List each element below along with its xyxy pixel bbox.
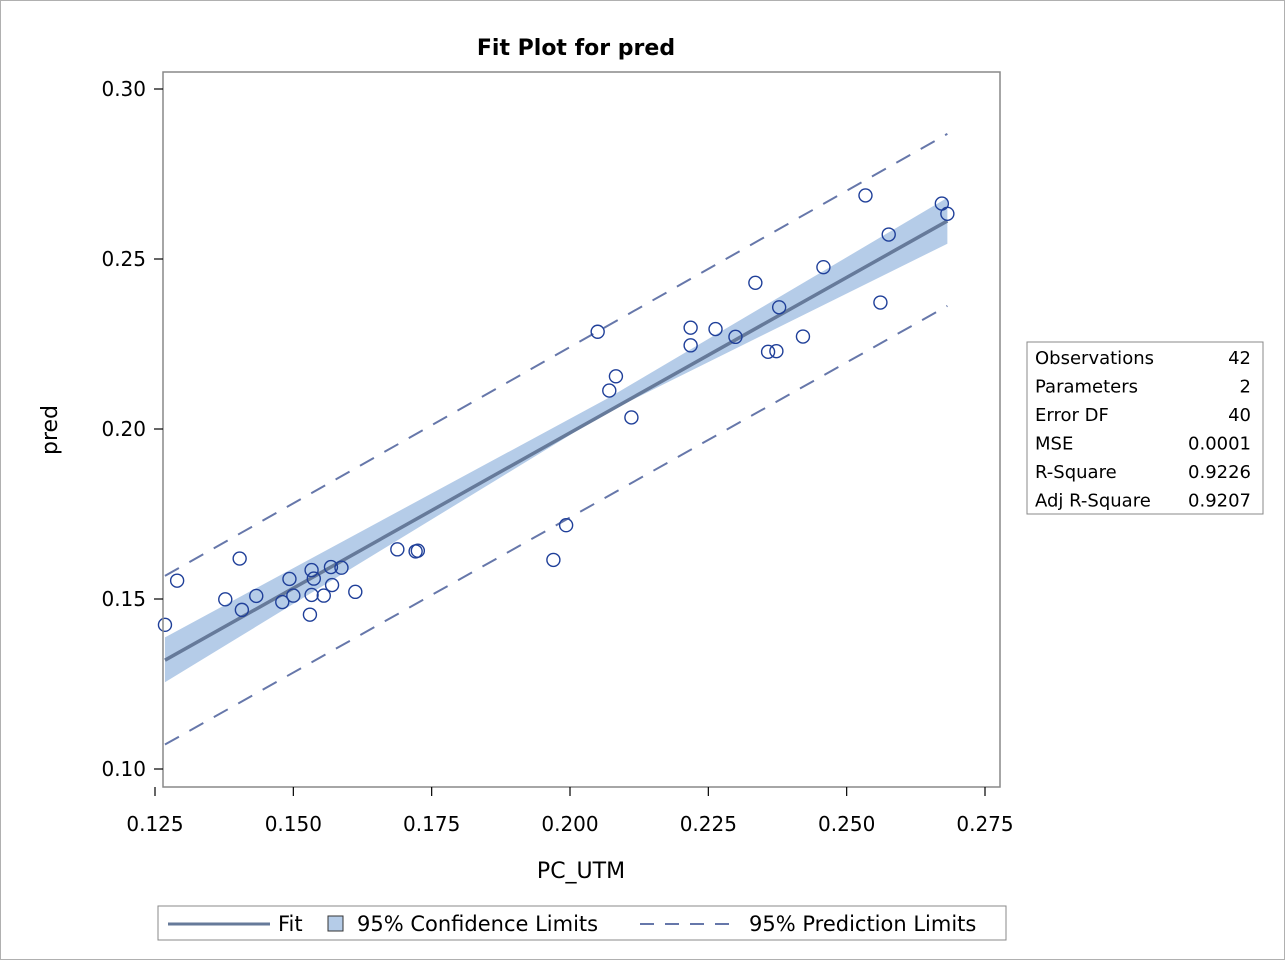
data-point	[624, 410, 639, 425]
legend-confidence-label: 95% Confidence Limits	[357, 912, 598, 936]
x-tick-label: 0.150	[265, 812, 322, 836]
x-axis-label: PC_UTM	[537, 859, 625, 884]
data-point	[602, 383, 617, 398]
data-point	[769, 343, 784, 359]
data-point	[316, 588, 331, 603]
stats-value: 0.9226	[1188, 462, 1251, 483]
data-point	[546, 552, 561, 568]
stats-label: Adj R-Square	[1035, 491, 1151, 512]
data-point	[816, 259, 831, 275]
x-tick-label: 0.275	[956, 812, 1013, 836]
prediction-lower-line	[164, 305, 948, 746]
fit-line	[164, 219, 949, 662]
data-point	[410, 543, 426, 558]
stats-label: R-Square	[1035, 462, 1117, 483]
data-point	[249, 588, 264, 604]
prediction-upper-line	[164, 133, 948, 577]
legend-fit-label: Fit	[278, 912, 303, 936]
data-point	[683, 338, 698, 353]
stats-value: 40	[1228, 405, 1251, 426]
legend-prediction-label: 95% Prediction Limits	[749, 912, 976, 936]
data-point	[275, 594, 290, 610]
x-tick-label: 0.125	[126, 812, 183, 836]
data-point	[873, 295, 888, 310]
stats-label: Observations	[1035, 348, 1154, 369]
stats-value: 42	[1228, 348, 1251, 369]
data-point	[728, 329, 743, 345]
stats-label: Parameters	[1035, 377, 1138, 398]
x-tick-label: 0.200	[541, 812, 598, 836]
data-point	[771, 300, 787, 315]
data-point	[760, 344, 776, 360]
data-point	[323, 559, 339, 575]
data-point	[940, 206, 955, 221]
data-point	[234, 602, 250, 618]
data-point	[748, 275, 763, 290]
x-tick-label: 0.175	[403, 812, 460, 836]
data-point	[590, 324, 605, 339]
data-point	[306, 571, 322, 586]
stats-value: 0.0001	[1188, 434, 1251, 455]
data-point	[608, 369, 624, 384]
data-point	[286, 588, 301, 603]
legend-confidence-swatch	[327, 915, 344, 932]
data-point	[324, 577, 340, 593]
y-axis-label: pred	[38, 405, 63, 455]
y-axis: 0.10 0.15 0.20 0.25 0.30	[101, 77, 163, 781]
data-point	[304, 562, 319, 578]
data-point	[858, 188, 873, 203]
data-point	[795, 329, 811, 344]
data-point	[683, 320, 698, 335]
data-point	[169, 573, 185, 588]
x-tick-label: 0.225	[680, 812, 737, 836]
data-point	[218, 592, 233, 607]
stats-value: 2	[1240, 377, 1251, 398]
plot-area	[157, 71, 1001, 788]
x-tick-label: 0.250	[818, 812, 875, 836]
x-axis: 0.125 0.150 0.175 0.200 0.225 0.250 0.275	[126, 787, 1014, 836]
stats-label: MSE	[1035, 434, 1073, 455]
y-tick-label: 0.25	[101, 247, 146, 271]
plot-border	[162, 71, 1001, 788]
stats-box-border	[1026, 341, 1264, 515]
data-point	[282, 571, 297, 587]
y-tick-label: 0.15	[101, 587, 146, 611]
y-tick-label: 0.10	[101, 757, 146, 781]
data-point	[157, 617, 173, 633]
data-points	[157, 188, 955, 633]
data-point	[348, 584, 363, 600]
data-point	[558, 518, 574, 533]
y-tick-label: 0.30	[101, 77, 146, 101]
data-point	[232, 551, 247, 566]
fit-statistics-table: Observations 42 Parameters 2 Error DF 40 MSE 0.…	[1026, 341, 1264, 515]
data-point	[304, 587, 319, 603]
data-point	[881, 227, 896, 242]
data-point	[334, 560, 349, 575]
stats-label: Error DF	[1035, 405, 1109, 426]
y-tick-label: 0.20	[101, 417, 146, 441]
data-point	[390, 542, 405, 557]
legend-border	[157, 905, 1007, 941]
data-point	[302, 607, 318, 622]
stats-value: 0.9207	[1188, 491, 1251, 512]
data-point	[708, 321, 723, 337]
legend: Fit 95% Confidence Limits 95% Prediction…	[157, 905, 1007, 941]
chart-title: Fit Plot for pred	[477, 36, 675, 61]
